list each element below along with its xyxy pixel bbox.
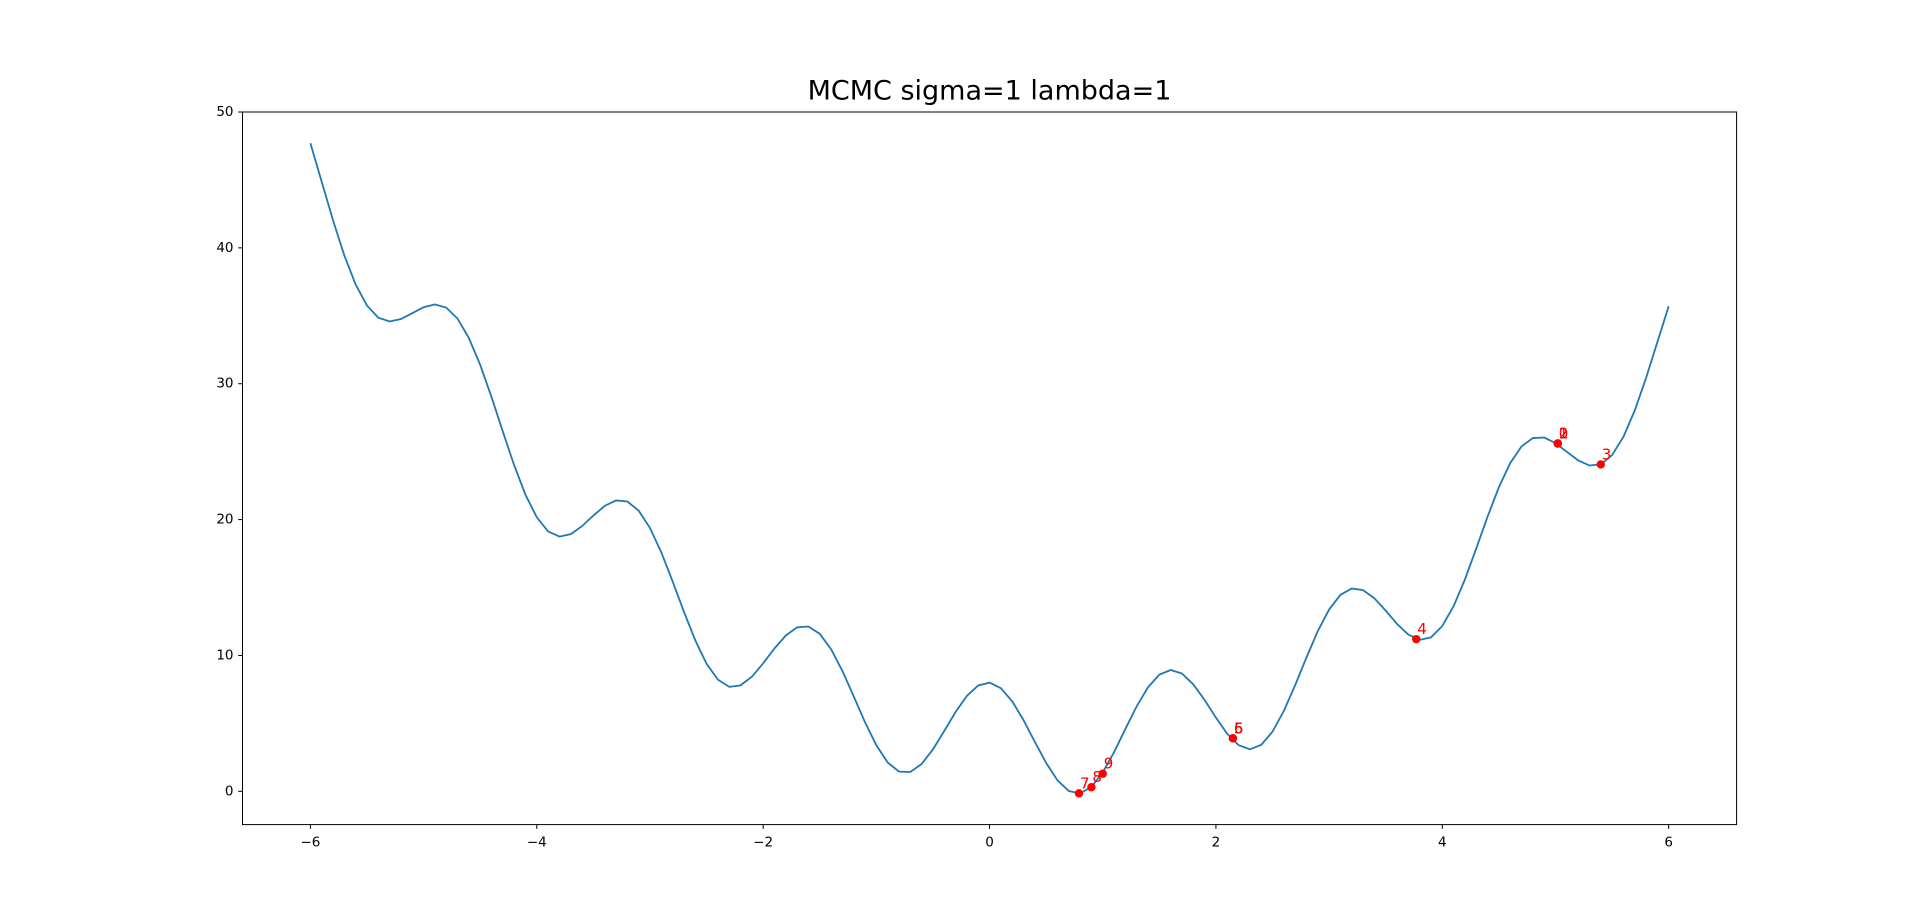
axes-frame [242,111,1738,826]
sample-point [1087,783,1096,792]
y-tick-label: 10 [216,647,233,663]
sample-point [1412,634,1421,644]
x-tick-label: 4 [1438,835,1447,851]
sample-label: 5 [1234,719,1244,737]
x-tick-label: 6 [1664,835,1673,851]
x-tick-label: −2 [753,835,773,851]
sample-label: 1 [1559,425,1569,443]
sample-label: 7 [1080,774,1090,792]
sample-label: 3 [1602,445,1612,463]
sample-point [1074,789,1084,798]
y-tick-label: 40 [216,240,233,256]
sample-label: 4 [1417,620,1427,638]
x-tick-label: −4 [527,835,547,851]
y-tick-label: 0 [225,783,234,799]
sample-point [1098,769,1107,778]
sample-label: 0 [1559,425,1569,443]
x-tick-label: −6 [300,835,320,851]
chart-title: MCMC sigma=1 lambda=1 [808,76,1172,107]
sample-point [1553,439,1562,448]
sample-label: 2 [1559,425,1569,443]
curve [309,142,1670,795]
sample-point [1228,734,1238,743]
y-tick-label: 20 [216,512,233,528]
sample-point [1596,460,1605,469]
sample-label: 9 [1104,755,1114,773]
x-tick-label: 2 [1212,835,1221,851]
y-tick-label: 30 [216,376,233,392]
x-tick-label: 0 [985,835,994,851]
sample-label: 6 [1234,719,1244,737]
y-tick-label: 50 [216,104,233,120]
sample-label: 8 [1092,768,1102,786]
